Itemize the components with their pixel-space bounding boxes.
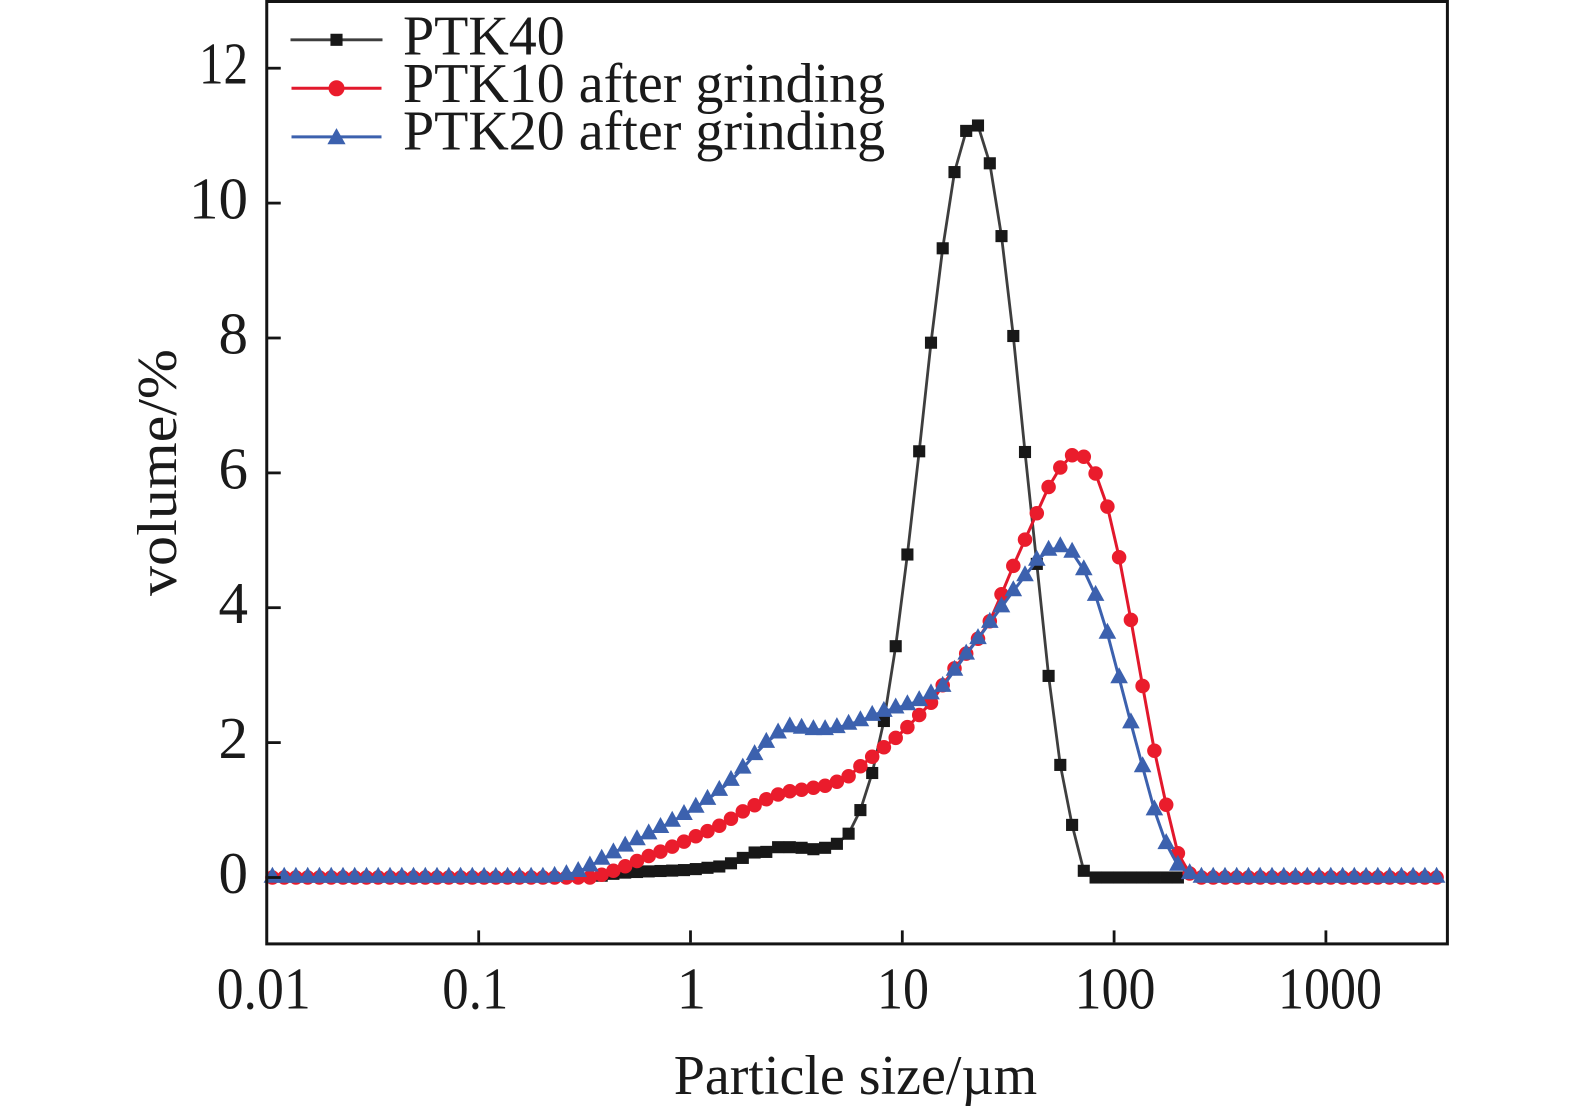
svg-text:6: 6	[219, 435, 249, 501]
svg-text:1: 1	[677, 956, 707, 1022]
svg-text:4: 4	[219, 570, 249, 636]
svg-text:PTK20 after grinding: PTK20 after grinding	[403, 101, 885, 163]
svg-text:0: 0	[219, 840, 249, 906]
svg-text:1000: 1000	[1278, 956, 1382, 1022]
svg-text:PTK40: PTK40	[403, 5, 565, 67]
svg-text:12: 12	[199, 31, 248, 97]
svg-text:Particle size/µm: Particle size/µm	[674, 1045, 1037, 1107]
svg-text:10: 10	[189, 166, 248, 232]
svg-text:8: 8	[219, 301, 249, 367]
svg-text:100: 100	[1075, 956, 1156, 1022]
svg-text:volume/%: volume/%	[127, 349, 189, 596]
svg-text:10: 10	[877, 956, 929, 1022]
svg-text:0.1: 0.1	[442, 956, 508, 1022]
svg-text:PTK10 after grinding: PTK10 after grinding	[403, 53, 885, 115]
svg-text:0.01: 0.01	[217, 956, 311, 1022]
svg-text:2: 2	[219, 705, 249, 771]
